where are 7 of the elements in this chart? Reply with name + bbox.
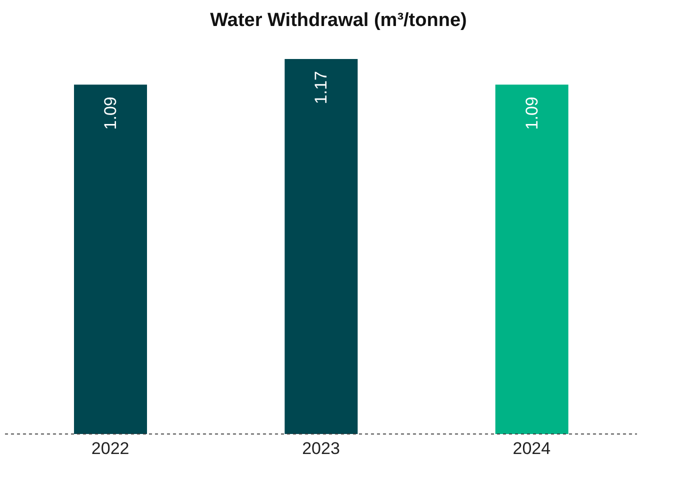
x-tick-label: 2023 bbox=[302, 439, 340, 458]
data-label: 1.17 bbox=[312, 71, 331, 104]
x-tick-label: 2022 bbox=[91, 439, 130, 458]
data-label: 1.09 bbox=[101, 96, 120, 130]
x-tick-label: 2024 bbox=[512, 439, 551, 458]
data-label: 1.09 bbox=[522, 96, 542, 130]
chart-title: Water Withdrawal (m³/tonne) bbox=[209, 10, 468, 32]
